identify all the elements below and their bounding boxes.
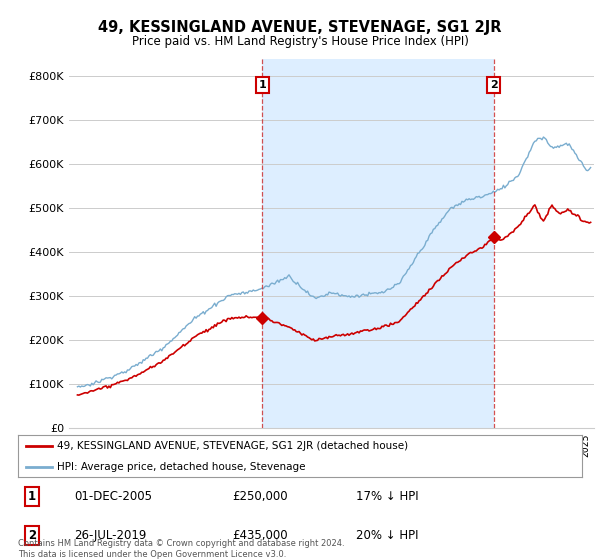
Text: £250,000: £250,000 xyxy=(232,491,288,503)
Text: 2: 2 xyxy=(490,80,497,90)
Text: £435,000: £435,000 xyxy=(232,529,288,542)
Text: 49, KESSINGLAND AVENUE, STEVENAGE, SG1 2JR: 49, KESSINGLAND AVENUE, STEVENAGE, SG1 2… xyxy=(98,20,502,35)
Text: 26-JUL-2019: 26-JUL-2019 xyxy=(74,529,147,542)
Text: 2: 2 xyxy=(28,529,36,542)
Text: 17% ↓ HPI: 17% ↓ HPI xyxy=(356,491,419,503)
Bar xyxy=(262,59,494,428)
Text: Contains HM Land Registry data © Crown copyright and database right 2024.
This d: Contains HM Land Registry data © Crown c… xyxy=(18,539,344,559)
Text: 01-DEC-2005: 01-DEC-2005 xyxy=(74,491,152,503)
Text: 1: 1 xyxy=(28,491,36,503)
Text: 49, KESSINGLAND AVENUE, STEVENAGE, SG1 2JR (detached house): 49, KESSINGLAND AVENUE, STEVENAGE, SG1 2… xyxy=(58,441,409,451)
Text: HPI: Average price, detached house, Stevenage: HPI: Average price, detached house, Stev… xyxy=(58,461,306,472)
Text: Price paid vs. HM Land Registry's House Price Index (HPI): Price paid vs. HM Land Registry's House … xyxy=(131,35,469,48)
Text: 20% ↓ HPI: 20% ↓ HPI xyxy=(356,529,419,542)
Text: 1: 1 xyxy=(259,80,266,90)
